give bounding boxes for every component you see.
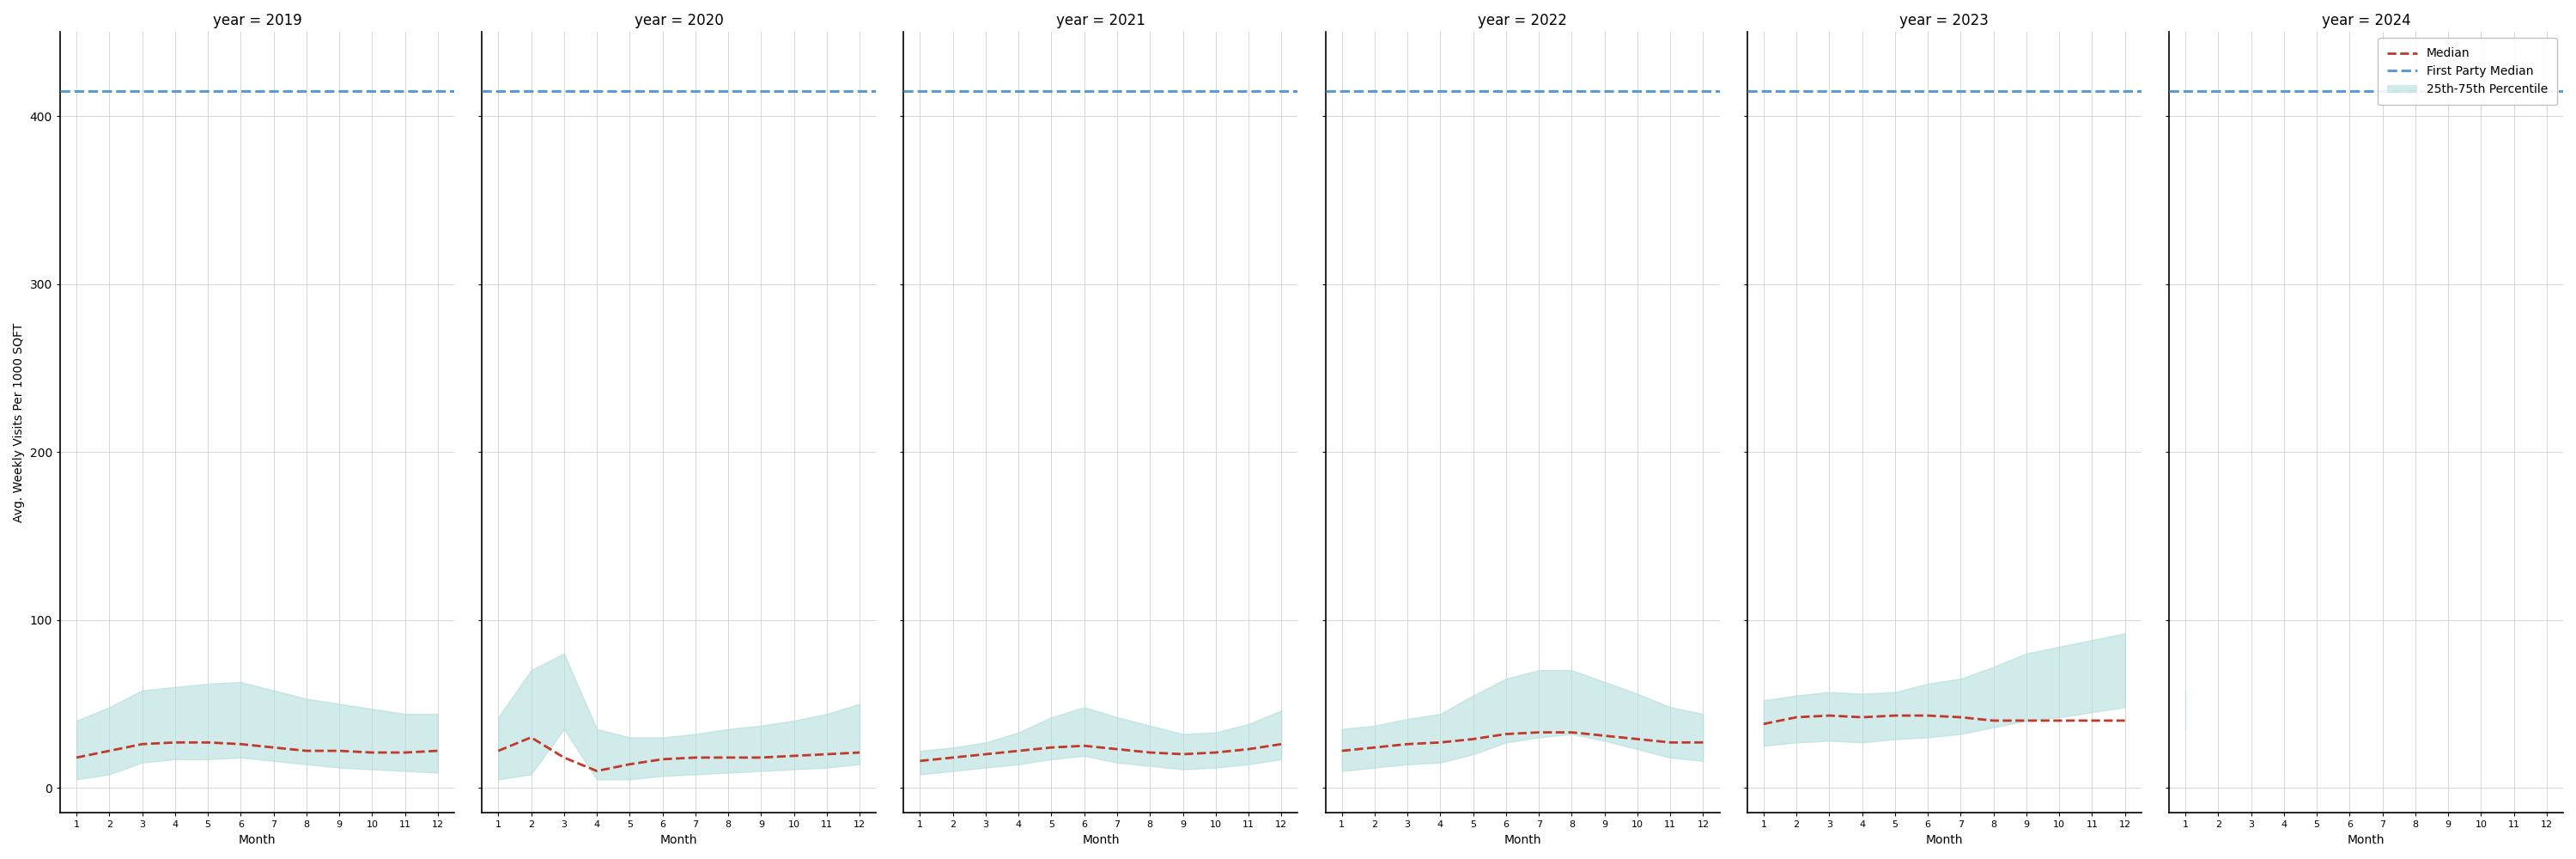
Title: year = 2024: year = 2024 <box>2321 13 2411 28</box>
X-axis label: Month: Month <box>659 834 698 846</box>
Y-axis label: Avg. Weekly Visits Per 1000 SQFT: Avg. Weekly Visits Per 1000 SQFT <box>13 323 26 522</box>
Legend: Median, First Party Median, 25th-75th Percentile: Median, First Party Median, 25th-75th Pe… <box>2378 38 2558 105</box>
Title: year = 2019: year = 2019 <box>214 13 301 28</box>
X-axis label: Month: Month <box>1504 834 1540 846</box>
Title: year = 2023: year = 2023 <box>1899 13 1989 28</box>
X-axis label: Month: Month <box>240 834 276 846</box>
X-axis label: Month: Month <box>1927 834 1963 846</box>
Title: year = 2021: year = 2021 <box>1056 13 1146 28</box>
X-axis label: Month: Month <box>2347 834 2385 846</box>
X-axis label: Month: Month <box>1082 834 1121 846</box>
Title: year = 2020: year = 2020 <box>634 13 724 28</box>
Title: year = 2022: year = 2022 <box>1479 13 1566 28</box>
